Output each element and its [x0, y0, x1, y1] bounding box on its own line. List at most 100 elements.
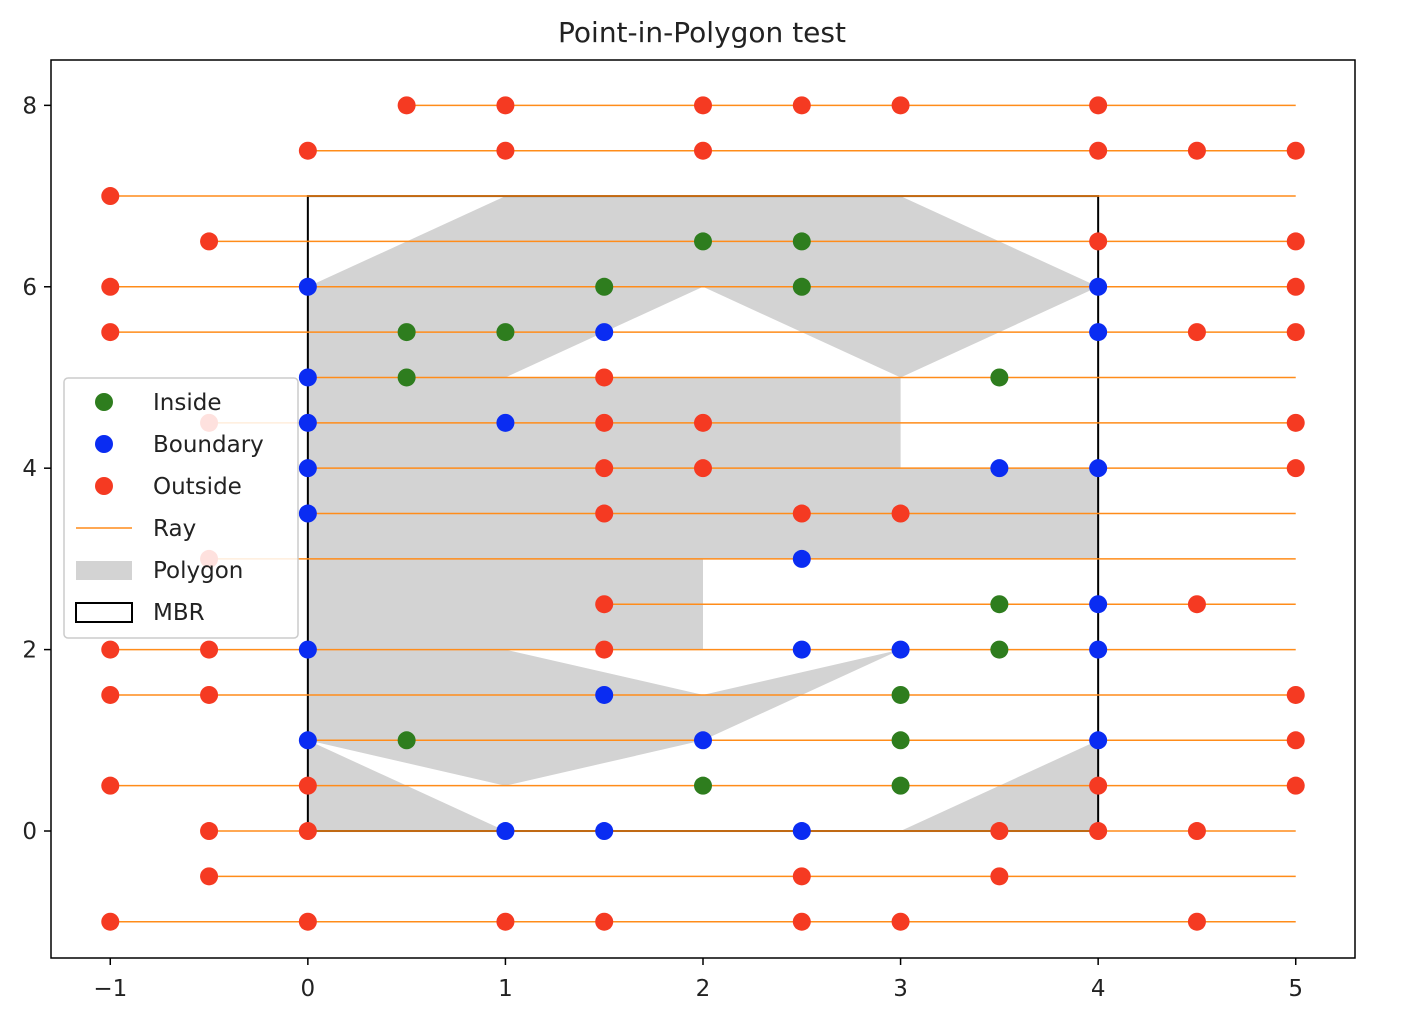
boundary-point: [298, 459, 317, 478]
outside-point: [298, 776, 317, 795]
outside-point: [1286, 323, 1305, 342]
outside-point: [101, 187, 120, 206]
boundary-point: [298, 504, 317, 523]
legend-mbr-label: MBR: [153, 600, 205, 626]
y-tick-label: 0: [22, 819, 37, 845]
outside-point: [496, 912, 515, 931]
outside-point: [891, 912, 910, 931]
boundary-point: [298, 640, 317, 659]
outside-point: [496, 96, 515, 115]
outside-point: [397, 96, 416, 115]
outside-point: [1089, 232, 1108, 251]
outside-point: [101, 776, 120, 795]
boundary-point: [298, 731, 317, 750]
inside-point: [990, 368, 1009, 387]
legend-box: [63, 377, 299, 639]
outside-point: [792, 867, 811, 886]
outside-point: [496, 141, 515, 160]
x-tick-label: 3: [893, 976, 908, 1002]
outside-point: [595, 912, 614, 931]
outside-point: [1089, 96, 1108, 115]
inside-point: [694, 776, 712, 795]
boundary-point: [891, 640, 910, 659]
x-tick-label: 2: [696, 976, 711, 1002]
outside-point: [595, 504, 614, 523]
boundary-point: [990, 459, 1009, 478]
legend-outside-label: Outside: [153, 474, 242, 500]
outside-point: [595, 413, 614, 432]
y-tick-label: 4: [22, 456, 37, 482]
outside-point: [990, 822, 1009, 841]
outside-point: [200, 640, 219, 659]
outside-point: [1286, 776, 1305, 795]
inside-point: [595, 277, 614, 296]
x-tick-label: 4: [1091, 976, 1106, 1002]
x-tick-label: 5: [1288, 976, 1303, 1002]
boundary-point: [1089, 277, 1108, 296]
legend-mbr-marker: [75, 602, 133, 623]
outside-point: [1286, 232, 1305, 251]
outside-point: [101, 277, 120, 296]
inside-point: [990, 595, 1009, 614]
outside-point: [792, 96, 811, 115]
outside-point: [101, 640, 120, 659]
axis-ticks: −1 0 1 2 3 4 5 0 2 4 6 8: [22, 93, 1303, 1002]
y-tick-label: 6: [22, 275, 37, 301]
boundary-point: [595, 685, 614, 704]
outside-point: [694, 141, 712, 160]
boundary-point: [595, 822, 614, 841]
outside-point: [101, 685, 120, 704]
boundary-point: [694, 731, 712, 750]
boundary-point: [1089, 459, 1108, 478]
legend-ray-label: Ray: [153, 516, 196, 542]
legend-inside-label: Inside: [153, 390, 221, 416]
outside-point: [200, 867, 219, 886]
plot-area: [101, 96, 1305, 931]
inside-point: [891, 685, 910, 704]
outside-point: [1089, 822, 1108, 841]
outside-point: [1286, 731, 1305, 750]
outside-point: [990, 867, 1009, 886]
outside-point: [891, 504, 910, 523]
boundary-point: [298, 368, 317, 387]
legend: Inside Boundary Outside Ray Polygon MBR: [63, 377, 299, 639]
outside-point: [101, 323, 120, 342]
legend-inside-marker: [95, 393, 113, 411]
legend-boundary-label: Boundary: [153, 432, 264, 458]
outside-point: [1286, 141, 1305, 160]
outside-point: [1286, 685, 1305, 704]
boundary-point: [496, 413, 515, 432]
outside-point: [1089, 776, 1108, 795]
boundary-point: [298, 413, 317, 432]
outside-point: [694, 96, 712, 115]
chart-title: Point-in-Polygon test: [558, 16, 846, 49]
inside-point: [891, 776, 910, 795]
inside-point: [990, 640, 1009, 659]
boundary-point: [595, 323, 614, 342]
outside-point: [1187, 141, 1206, 160]
outside-point: [298, 141, 317, 160]
boundary-point: [792, 640, 811, 659]
inside-point: [496, 323, 515, 342]
outside-point: [1187, 323, 1206, 342]
outside-point: [595, 459, 614, 478]
outside-point: [595, 368, 614, 387]
outside-point: [1286, 413, 1305, 432]
outside-point: [1187, 912, 1206, 931]
outside-point: [298, 912, 317, 931]
boundary-point: [792, 549, 811, 568]
boundary-point: [1089, 731, 1108, 750]
legend-boundary-marker: [95, 435, 113, 453]
x-tick-label: 0: [301, 976, 316, 1002]
outside-point: [200, 822, 219, 841]
inside-point: [397, 323, 416, 342]
outside-point: [595, 640, 614, 659]
outside-point: [200, 685, 219, 704]
outside-point: [1286, 459, 1305, 478]
boundary-point: [298, 277, 317, 296]
inside-point: [792, 277, 811, 296]
outside-point: [891, 96, 910, 115]
x-tick-label: −1: [93, 976, 127, 1002]
outside-point: [1089, 141, 1108, 160]
